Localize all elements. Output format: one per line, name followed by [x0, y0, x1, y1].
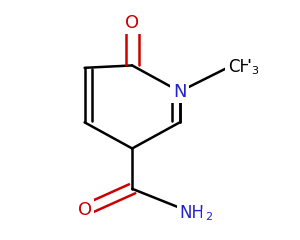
- Text: 2: 2: [205, 211, 212, 222]
- Text: 3: 3: [251, 66, 258, 76]
- Text: CH: CH: [228, 58, 252, 76]
- Text: N: N: [173, 83, 187, 101]
- Text: NH: NH: [180, 204, 205, 222]
- Text: O: O: [77, 201, 92, 219]
- Text: O: O: [125, 14, 139, 32]
